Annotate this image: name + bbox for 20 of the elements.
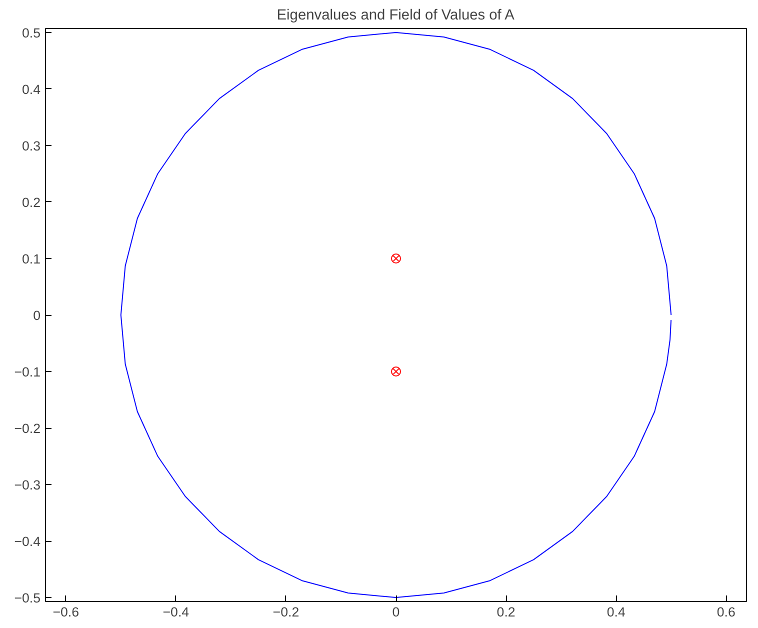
y-tick-label: 0 (33, 308, 41, 323)
chart-title: Eigenvalues and Field of Values of A (276, 8, 515, 24)
y-tick-label: −0.4 (14, 534, 42, 550)
y-tick-label: −0.3 (14, 478, 40, 493)
x-tick-label: 0.2 (496, 604, 516, 620)
x-tick-label: 0.6 (716, 604, 736, 620)
y-tick-label: 0.5 (22, 25, 41, 40)
y-tick-label: −0.1 (14, 364, 40, 380)
y-tick-label: 0.2 (22, 194, 41, 210)
y-tick-label: −0.5 (14, 590, 40, 606)
y-tick-label: 0.3 (22, 138, 41, 154)
y-tick-label: 0.1 (22, 251, 41, 266)
y-tick-label: 0.4 (22, 82, 42, 97)
x-tick-label: 0 (392, 604, 400, 620)
x-tick-label: 0.4 (606, 604, 626, 620)
x-tick-label: −0.2 (272, 604, 300, 620)
x-tick-label: −0.4 (162, 604, 190, 620)
x-tick-label: −0.6 (52, 604, 80, 620)
y-tick-label: −0.2 (14, 421, 40, 436)
line-series (120, 32, 672, 598)
